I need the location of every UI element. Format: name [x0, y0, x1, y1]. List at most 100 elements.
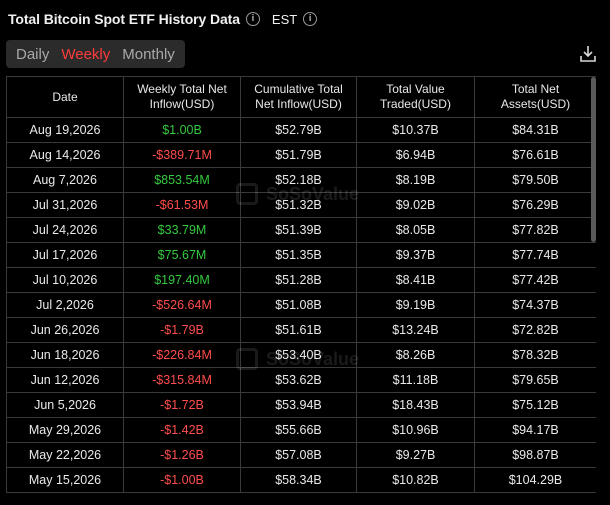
table-scrollbar[interactable]	[591, 77, 596, 242]
cell-date: Jun 5,2026	[6, 392, 124, 418]
table-row: May 15,2026 -$1.00B $58.34B $10.82B $104.29B	[6, 467, 596, 493]
cell-net-assets: $84.31B	[474, 117, 596, 143]
cell-cumulative-inflow: $51.32B	[240, 192, 357, 218]
cell-value-traded: $11.18B	[356, 367, 475, 393]
cell-date: Jul 17,2026	[6, 242, 124, 268]
table-row: Jul 31,2026 -$61.53M $51.32B $9.02B $76.29B	[6, 192, 596, 218]
column-header-net-assets[interactable]: Total Net Assets(USD)	[474, 76, 596, 118]
cell-value-traded: $9.37B	[356, 242, 475, 268]
cell-value-traded: $9.02B	[356, 192, 475, 218]
table-header-row: Date Weekly Total Net Inflow(USD) Cumula…	[6, 76, 596, 118]
table-row: Aug 19,2026 $1.00B $52.79B $10.37B $84.31B	[6, 117, 596, 143]
period-tabs: Daily Weekly Monthly	[6, 40, 185, 68]
info-icon[interactable]: i	[245, 12, 260, 26]
cell-date: Jul 31,2026	[6, 192, 124, 218]
column-header-cumulative-inflow[interactable]: Cumulative Total Net Inflow(USD)	[240, 76, 357, 118]
cell-net-assets: $77.82B	[474, 217, 596, 243]
cell-net-assets: $98.87B	[474, 442, 596, 468]
table-row: Jun 18,2026 -$226.84M $53.40B $8.26B $78.32B	[6, 342, 596, 368]
cell-cumulative-inflow: $51.28B	[240, 267, 357, 293]
cell-net-assets: $75.12B	[474, 392, 596, 418]
cell-date: Jun 26,2026	[6, 317, 124, 343]
cell-net-assets: $72.82B	[474, 317, 596, 343]
cell-net-assets: $79.50B	[474, 167, 596, 193]
cell-cumulative-inflow: $51.08B	[240, 292, 357, 318]
cell-date: Jul 24,2026	[6, 217, 124, 243]
tab-daily[interactable]: Daily	[16, 45, 50, 63]
column-header-date[interactable]: Date	[6, 76, 124, 118]
table-row: Aug 14,2026 -$389.71M $51.79B $6.94B $76.61B	[6, 142, 596, 168]
table-row: Aug 7,2026 $853.54M $52.18B $8.19B $79.50B	[6, 167, 596, 193]
cell-value-traded: $13.24B	[356, 317, 475, 343]
cell-cumulative-inflow: $53.40B	[240, 342, 357, 368]
cell-cumulative-inflow: $52.79B	[240, 117, 357, 143]
cell-cumulative-inflow: $51.39B	[240, 217, 357, 243]
cell-net-assets: $74.37B	[474, 292, 596, 318]
cell-date: Aug 7,2026	[6, 167, 124, 193]
cell-weekly-inflow: -$1.26B	[123, 442, 241, 468]
table-row: Jun 5,2026 -$1.72B $53.94B $18.43B $75.12B	[6, 392, 596, 418]
cell-date: May 15,2026	[6, 467, 124, 493]
cell-weekly-inflow: -$1.79B	[123, 317, 241, 343]
cell-weekly-inflow: $1.00B	[123, 117, 241, 143]
column-header-weekly-inflow[interactable]: Weekly Total Net Inflow(USD)	[123, 76, 241, 118]
cell-weekly-inflow: -$315.84M	[123, 367, 241, 393]
cell-value-traded: $10.82B	[356, 467, 475, 493]
cell-cumulative-inflow: $53.94B	[240, 392, 357, 418]
cell-date: Aug 19,2026	[6, 117, 124, 143]
cell-value-traded: $18.43B	[356, 392, 475, 418]
download-icon[interactable]	[578, 44, 598, 64]
cell-net-assets: $78.32B	[474, 342, 596, 368]
cell-value-traded: $9.19B	[356, 292, 475, 318]
cell-cumulative-inflow: $57.08B	[240, 442, 357, 468]
cell-cumulative-inflow: $51.61B	[240, 317, 357, 343]
cell-net-assets: $94.17B	[474, 417, 596, 443]
cell-cumulative-inflow: $52.18B	[240, 167, 357, 193]
cell-date: May 29,2026	[6, 417, 124, 443]
cell-weekly-inflow: -$1.72B	[123, 392, 241, 418]
cell-cumulative-inflow: $58.34B	[240, 467, 357, 493]
cell-date: Jul 10,2026	[6, 267, 124, 293]
cell-value-traded: $10.37B	[356, 117, 475, 143]
page-title: Total Bitcoin Spot ETF History Data	[8, 11, 240, 27]
table-row: Jul 10,2026 $197.40M $51.28B $8.41B $77.42B	[6, 267, 596, 293]
cell-value-traded: $10.96B	[356, 417, 475, 443]
table-row: Jun 12,2026 -$315.84M $53.62B $11.18B $79.65…	[6, 367, 596, 393]
cell-net-assets: $104.29B	[474, 467, 596, 493]
cell-weekly-inflow: -$61.53M	[123, 192, 241, 218]
cell-date: May 22,2026	[6, 442, 124, 468]
tab-monthly[interactable]: Monthly	[122, 45, 175, 63]
table-row: Jul 24,2026 $33.79M $51.39B $8.05B $77.82B	[6, 217, 596, 243]
cell-weekly-inflow: -$526.64M	[123, 292, 241, 318]
cell-date: Jul 2,2026	[6, 292, 124, 318]
cell-date: Jun 18,2026	[6, 342, 124, 368]
cell-value-traded: $8.19B	[356, 167, 475, 193]
cell-weekly-inflow: -$1.00B	[123, 467, 241, 493]
cell-weekly-inflow: -$1.42B	[123, 417, 241, 443]
cell-value-traded: $8.05B	[356, 217, 475, 243]
etf-history-table: Date Weekly Total Net Inflow(USD) Cumula…	[6, 76, 596, 502]
table-row: Jul 17,2026 $75.67M $51.35B $9.37B $77.74B	[6, 242, 596, 268]
cell-value-traded: $8.41B	[356, 267, 475, 293]
tab-weekly[interactable]: Weekly	[61, 45, 111, 63]
cell-cumulative-inflow: $55.66B	[240, 417, 357, 443]
table-row: Jul 2,2026 -$526.64M $51.08B $9.19B $74.37B	[6, 292, 596, 318]
table-row: May 29,2026 -$1.42B $55.66B $10.96B $94.17B	[6, 417, 596, 443]
cell-weekly-inflow: $33.79M	[123, 217, 241, 243]
cell-net-assets: $79.65B	[474, 367, 596, 393]
timezone-label: EST	[271, 11, 298, 27]
cell-net-assets: $76.29B	[474, 192, 596, 218]
timezone-info-icon[interactable]: i	[303, 12, 318, 26]
cell-weekly-inflow: -$226.84M	[123, 342, 241, 368]
cell-weekly-inflow: $853.54M	[123, 167, 241, 193]
column-header-value-traded[interactable]: Total Value Traded(USD)	[356, 76, 475, 118]
cell-value-traded: $9.27B	[356, 442, 475, 468]
cell-value-traded: $8.26B	[356, 342, 475, 368]
table-row: Jun 26,2026 -$1.79B $51.61B $13.24B $72.82B	[6, 317, 596, 343]
cell-net-assets: $76.61B	[474, 142, 596, 168]
cell-date: Aug 14,2026	[6, 142, 124, 168]
cell-weekly-inflow: -$389.71M	[123, 142, 241, 168]
cell-weekly-inflow: $75.67M	[123, 242, 241, 268]
cell-cumulative-inflow: $51.35B	[240, 242, 357, 268]
cell-weekly-inflow: $197.40M	[123, 267, 241, 293]
